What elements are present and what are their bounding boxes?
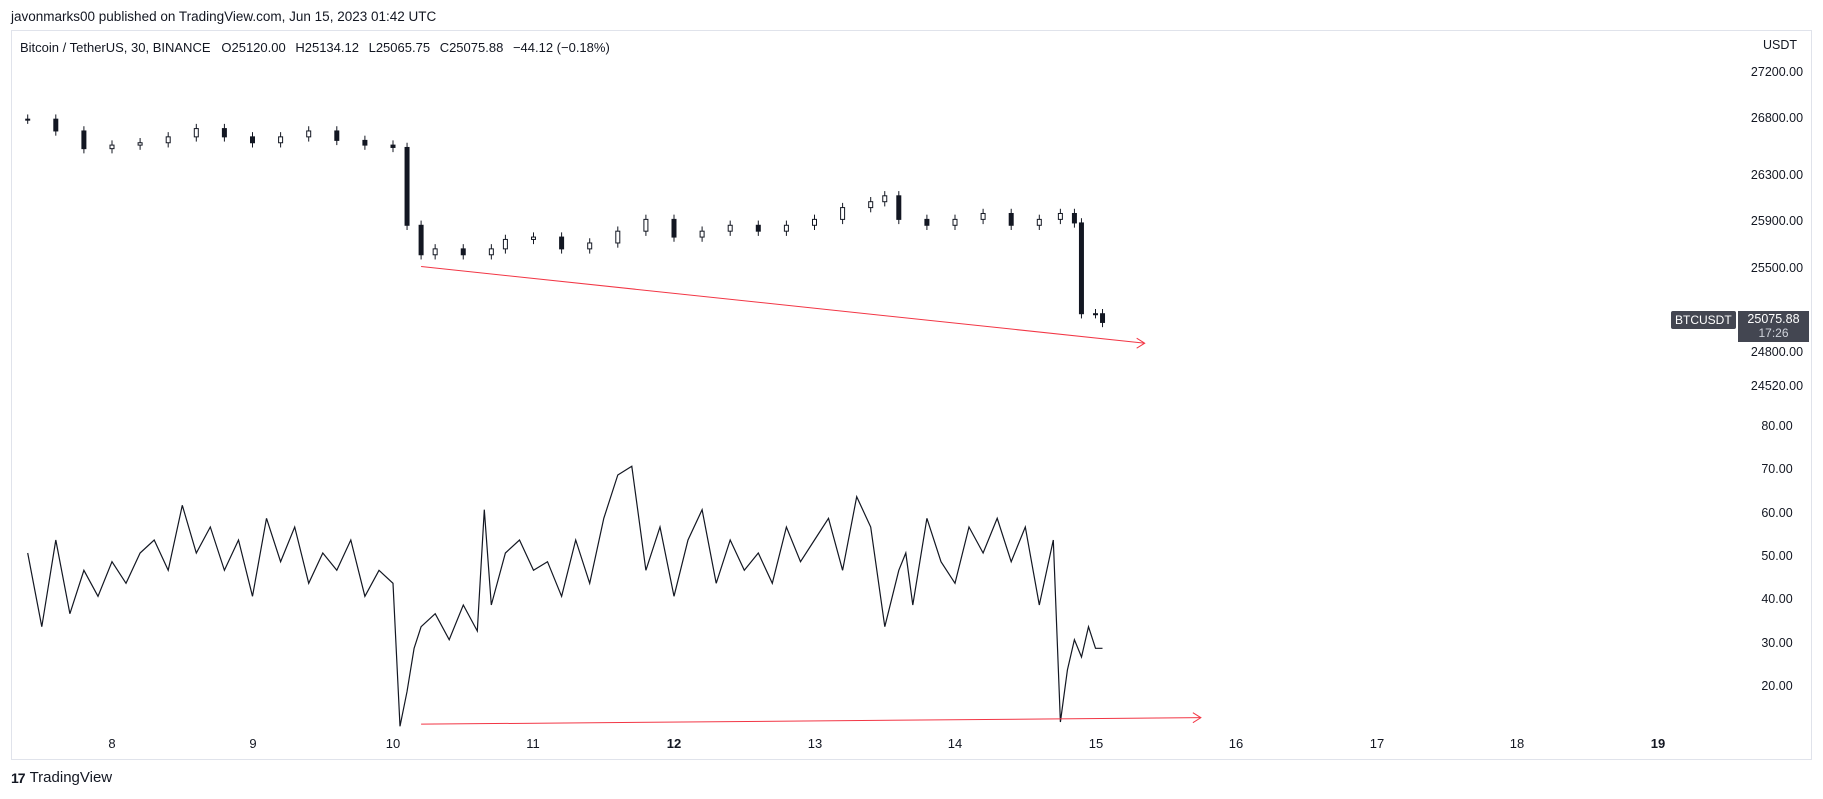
- candle-body: [81, 130, 87, 150]
- candle-body: [755, 224, 761, 232]
- candle-body: [502, 238, 508, 250]
- price-tick: 25900.00: [1750, 214, 1804, 228]
- x-tick: 9: [249, 736, 257, 751]
- chart-frame: [11, 30, 1812, 760]
- osc-tick: 20.00: [1761, 679, 1793, 693]
- candle-body: [390, 144, 396, 148]
- candle-body: [840, 207, 846, 220]
- low-value: 25065.75: [375, 40, 431, 55]
- candle-body: [278, 136, 284, 144]
- candle-body: [432, 248, 438, 256]
- candle-body: [952, 218, 958, 226]
- publisher-line: javonmarks00 published on TradingView.co…: [11, 9, 437, 24]
- osc-tick: 60.00: [1761, 506, 1793, 520]
- candle-body: [362, 139, 368, 146]
- candle-body: [193, 128, 199, 138]
- price-tick: 26800.00: [1750, 111, 1804, 125]
- candle-body: [221, 128, 227, 138]
- price-tick: 25500.00: [1750, 261, 1804, 275]
- last-price: 25075.88: [1747, 312, 1800, 326]
- x-tick: 12: [666, 736, 682, 751]
- candle-body: [137, 142, 143, 146]
- candle-body: [587, 242, 593, 250]
- candle-body: [1008, 212, 1014, 226]
- candle-body: [306, 130, 312, 138]
- x-tick: 16: [1228, 736, 1244, 751]
- tradingview-brand[interactable]: 17 TradingView: [11, 769, 112, 786]
- high-value: 25134.12: [304, 40, 359, 55]
- high-label: H: [295, 40, 305, 55]
- symbol-badge: BTCUSDT: [1671, 311, 1736, 329]
- candle-body: [418, 224, 424, 256]
- low-label: L: [368, 40, 376, 55]
- x-tick: 17: [1369, 736, 1385, 751]
- oscillator-trendline: [421, 717, 1201, 725]
- symbol-title[interactable]: Bitcoin / TetherUS, 30, BINANCE: [20, 40, 211, 55]
- brand-name: TradingView: [29, 769, 113, 786]
- last-price-badge: 25075.88 17:26: [1738, 311, 1809, 342]
- price-tick: 24520.00: [1750, 379, 1804, 393]
- candle-body: [671, 218, 677, 238]
- candle-body: [896, 195, 902, 220]
- candle-body: [109, 144, 115, 150]
- x-tick: 10: [385, 736, 401, 751]
- candle-body: [334, 130, 340, 141]
- osc-tick: 50.00: [1761, 549, 1793, 563]
- price-tick: 27200.00: [1750, 65, 1804, 79]
- x-tick: 13: [807, 736, 823, 751]
- candle-body: [559, 236, 565, 250]
- x-tick: 11: [526, 736, 540, 751]
- x-tick: 14: [947, 736, 963, 751]
- bar-countdown: 17:26: [1758, 326, 1789, 340]
- candle-body: [1071, 212, 1077, 224]
- x-tick: 8: [108, 736, 116, 751]
- x-tick: 15: [1088, 736, 1104, 751]
- candle-body: [250, 136, 255, 144]
- candle-body: [1057, 212, 1063, 220]
- close-value: 25075.88: [449, 40, 504, 55]
- candle-body: [699, 230, 705, 238]
- candle-body: [488, 248, 494, 256]
- candle-body: [1100, 313, 1106, 323]
- candle-body: [460, 248, 466, 256]
- close-label: C: [439, 40, 450, 55]
- open-label: O: [221, 40, 232, 55]
- candle-body: [882, 195, 888, 203]
- candle-body: [783, 224, 789, 232]
- candle-body: [25, 118, 31, 121]
- candle-body: [615, 230, 621, 244]
- price-tick: 24800.00: [1750, 345, 1804, 359]
- candle-body: [868, 201, 874, 209]
- price-trendline: [421, 266, 1145, 344]
- trendline-arrow-icon: [1136, 337, 1146, 349]
- candle-body: [1093, 313, 1098, 316]
- osc-tick: 70.00: [1761, 462, 1793, 476]
- candle-body: [980, 212, 986, 220]
- oscillator-line: [27, 465, 1103, 727]
- candle-body: [165, 136, 171, 144]
- candle-body: [812, 218, 817, 226]
- y-axis-currency: USDT: [1762, 38, 1798, 52]
- candle-body: [404, 146, 410, 226]
- candle-body: [727, 224, 733, 232]
- candle-body: [643, 218, 649, 232]
- candle-body: [1036, 218, 1042, 226]
- x-tick: 18: [1509, 736, 1525, 751]
- ohlc-legend: Bitcoin / TetherUS, 30, BINANCE O25120.0…: [20, 40, 610, 55]
- change-value: −44.12 (−0.18%): [512, 40, 610, 55]
- price-tick: 26300.00: [1750, 168, 1804, 182]
- candle-body: [531, 236, 536, 240]
- tradingview-logo-icon: 17: [11, 769, 26, 786]
- osc-tick: 80.00: [1761, 419, 1793, 433]
- trendline-arrow-icon: [1192, 712, 1202, 724]
- x-tick: 19: [1650, 736, 1666, 751]
- open-value: 25120.00: [231, 40, 286, 55]
- candle-body: [924, 218, 930, 226]
- osc-tick: 30.00: [1761, 636, 1793, 650]
- candle-body: [1078, 222, 1084, 315]
- osc-tick: 40.00: [1761, 592, 1793, 606]
- candle-body: [53, 118, 59, 132]
